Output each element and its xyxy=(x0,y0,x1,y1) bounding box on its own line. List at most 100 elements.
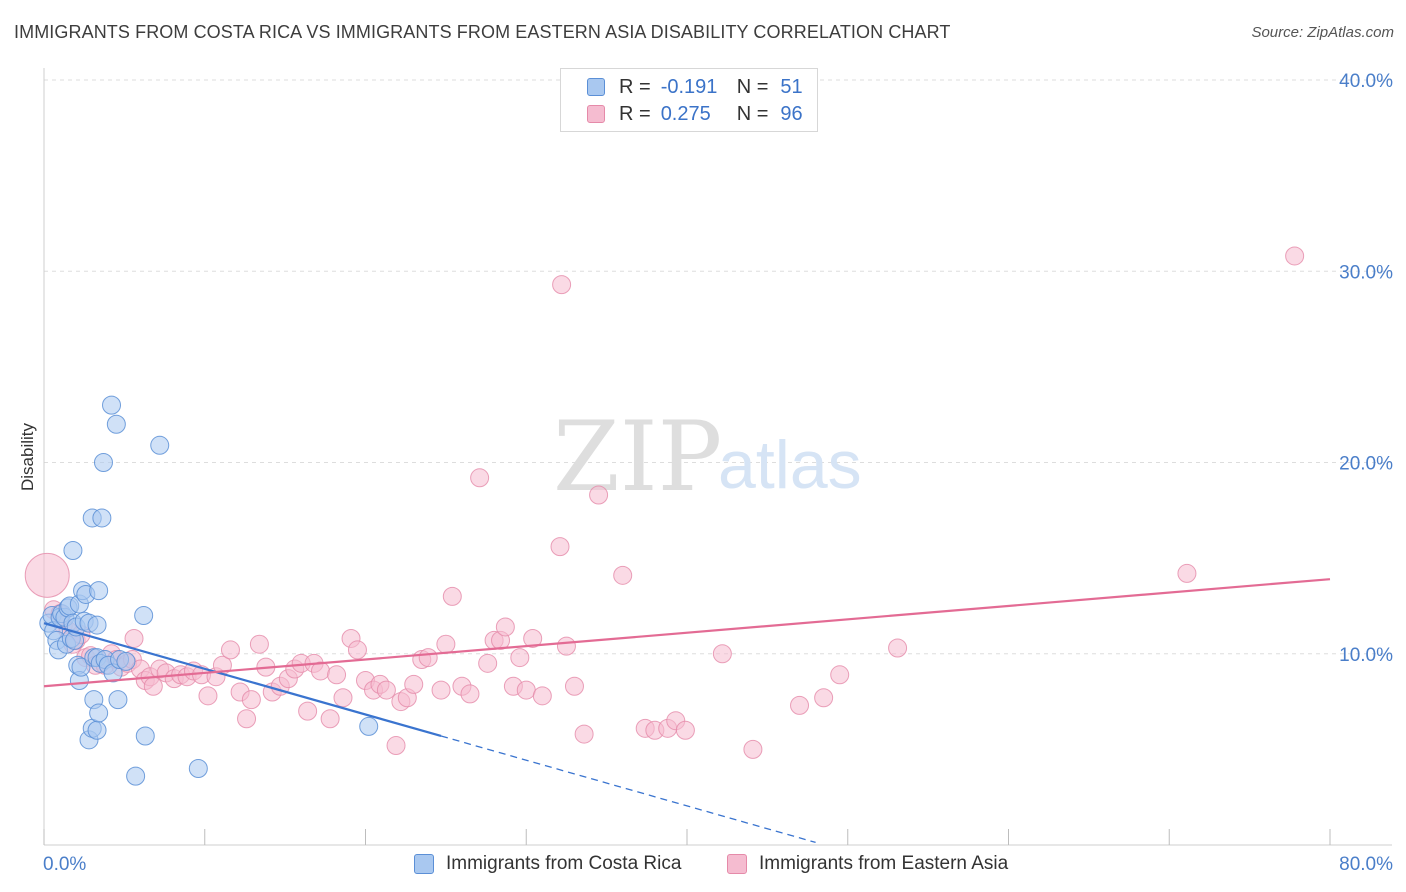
axes xyxy=(43,68,1392,846)
point-eastern-asia xyxy=(712,644,732,664)
correlation-legend: R = -0.191 N = 51 R = 0.275 N = 96 xyxy=(560,68,818,132)
point-eastern-asia xyxy=(320,709,340,729)
bottom-legend-label: Immigrants from Eastern Asia xyxy=(759,853,1009,874)
point-eastern-asia xyxy=(386,736,406,756)
trend-line-eastern-asia xyxy=(43,578,1331,688)
point-eastern-asia xyxy=(249,634,269,654)
source-label: Source: ZipAtlas.com xyxy=(1251,24,1394,41)
x-tick-label: 0.0% xyxy=(43,854,86,875)
point-costa-rica xyxy=(126,766,146,786)
bottom-legend-costa-rica: Immigrants from Costa Rica xyxy=(414,852,681,876)
point-costa-rica xyxy=(92,508,112,528)
point-eastern-asia xyxy=(743,739,763,759)
tick-labels: 10.0% 20.0% 30.0% 40.0% 0.0% 80.0% xyxy=(43,71,1393,875)
point-eastern-asia xyxy=(347,640,367,660)
point-costa-rica xyxy=(108,690,128,710)
chart-title: IMMIGRANTS FROM COSTA RICA VS IMMIGRANTS… xyxy=(14,22,951,42)
point-eastern-asia xyxy=(552,275,572,295)
point-eastern-asia xyxy=(532,686,552,706)
legend-r-label: R = xyxy=(619,75,651,98)
point-eastern-asia xyxy=(589,485,609,505)
point-costa-rica xyxy=(87,615,107,635)
legend-n-value: 51 xyxy=(780,75,803,98)
point-eastern-asia xyxy=(143,676,163,696)
point-eastern-asia xyxy=(298,701,318,721)
point-eastern-asia xyxy=(550,537,570,557)
point-eastern-asia xyxy=(675,720,695,740)
point-eastern-asia xyxy=(556,636,576,656)
point-eastern-asia xyxy=(220,640,240,660)
bottom-legend-label: Immigrants from Costa Rica xyxy=(446,853,682,874)
point-eastern-asia xyxy=(470,468,490,488)
bottom-swatch-blue xyxy=(414,854,434,874)
point-costa-rica xyxy=(134,606,154,625)
point-eastern-asia xyxy=(418,648,438,668)
point-eastern-asia xyxy=(436,634,456,654)
point-costa-rica xyxy=(106,414,126,434)
legend-n-label: N = xyxy=(736,102,769,125)
y-axis-label: Disability xyxy=(18,422,37,491)
watermark-zip: ZIP xyxy=(553,401,722,513)
point-eastern-asia xyxy=(327,665,347,685)
point-costa-rica xyxy=(135,726,155,746)
x-tick-label: 80.0% xyxy=(1339,854,1393,875)
point-costa-rica xyxy=(188,759,208,778)
y-tick-label: 40.0% xyxy=(1339,71,1393,92)
point-eastern-asia xyxy=(1285,246,1305,266)
point-eastern-asia xyxy=(404,674,424,694)
point-eastern-asia xyxy=(333,688,353,708)
point-eastern-asia xyxy=(241,690,261,710)
y-tick-label: 20.0% xyxy=(1339,454,1393,475)
legend-n-label: N = xyxy=(736,75,769,98)
watermark: ZIP atlas xyxy=(553,401,862,513)
legend-n-value: 96 xyxy=(780,102,803,125)
point-eastern-asia xyxy=(830,665,850,685)
point-eastern-asia xyxy=(478,653,498,673)
point-eastern-asia xyxy=(564,676,584,696)
point-eastern-asia xyxy=(431,680,451,700)
legend-row-costa-rica: R = -0.191 N = 51 xyxy=(587,74,803,100)
point-eastern-asia xyxy=(442,586,462,606)
legend-row-eastern-asia: R = 0.275 N = 96 xyxy=(587,101,803,127)
legend-swatch-pink xyxy=(587,105,605,123)
legend-r-value: -0.191 xyxy=(660,75,718,98)
point-eastern-asia xyxy=(237,709,257,729)
point-eastern-asia xyxy=(523,628,543,648)
point-costa-rica xyxy=(102,395,122,415)
y-tick-label: 10.0% xyxy=(1339,645,1393,666)
trend-line-costa-rica-extension xyxy=(440,735,816,844)
point-costa-rica xyxy=(87,720,107,740)
point-costa-rica xyxy=(150,435,170,455)
point-eastern-asia xyxy=(888,638,908,658)
point-eastern-asia xyxy=(516,680,536,700)
legend-swatch-blue xyxy=(587,78,605,96)
point-eastern-asia xyxy=(1177,563,1197,583)
point-eastern-asia xyxy=(24,552,70,598)
point-eastern-asia xyxy=(814,688,834,708)
trend-line-costa-rica xyxy=(43,622,442,738)
point-eastern-asia xyxy=(574,724,594,744)
point-costa-rica xyxy=(89,703,109,723)
point-eastern-asia xyxy=(613,565,633,585)
y-tick-label: 30.0% xyxy=(1339,262,1393,283)
point-eastern-asia xyxy=(460,684,480,704)
point-eastern-asia xyxy=(790,695,810,715)
point-costa-rica xyxy=(116,651,136,671)
point-costa-rica xyxy=(63,540,83,560)
point-costa-rica xyxy=(93,453,113,472)
point-costa-rica xyxy=(71,657,91,677)
series-costa-rica xyxy=(39,395,379,786)
bottom-legend-eastern-asia: Immigrants from Eastern Asia xyxy=(727,852,1008,876)
point-eastern-asia xyxy=(376,680,396,700)
bottom-swatch-pink xyxy=(727,854,747,874)
legend-r-label: R = xyxy=(619,102,651,125)
point-eastern-asia xyxy=(495,617,515,637)
point-eastern-asia xyxy=(510,648,530,668)
point-eastern-asia xyxy=(124,628,144,648)
trend-lines xyxy=(43,578,1331,844)
watermark-atlas: atlas xyxy=(718,427,862,503)
point-costa-rica xyxy=(89,581,109,601)
point-costa-rica xyxy=(359,716,379,736)
point-eastern-asia xyxy=(198,686,218,706)
